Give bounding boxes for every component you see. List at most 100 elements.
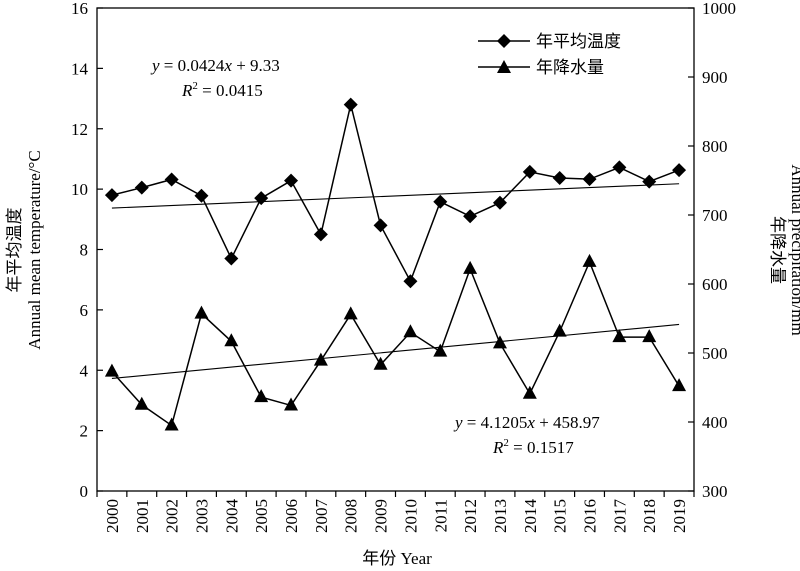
temp-diamond-point [582,172,597,187]
y-left-tick-label: 14 [71,59,89,78]
temp-r2-line: R2 = 0.0415 [181,80,263,100]
y-right-tick-label: 600 [702,275,728,294]
x-tick-label: 2014 [521,499,540,534]
y-axis-right-title-cn: 年降水量 [768,216,787,284]
temp-diamond-point [642,174,657,189]
axes-group: 0 2 4 6 8 10 12 14 16 300 400 500 600 700 800 900 1000 20… [71,0,736,533]
precip-triangle-point [343,306,358,320]
x-tick-label: 2001 [133,499,152,533]
precip-equation-line: y = 4.1205x + 458.97 [453,413,600,432]
temp-diamond-point [463,209,478,224]
y-axis-left-title-en: Annual mean temperature/°C [25,150,44,349]
precip-triangle-point [134,396,149,410]
x-tick-label: 2006 [282,499,301,533]
y-left-tick-label: 12 [71,120,88,139]
precip-triangle-point [463,260,478,274]
y-left-tick-label: 2 [80,422,89,441]
y-right-tick-label: 500 [702,344,728,363]
precip-triangle-point [194,305,209,319]
precip-series-line [111,259,680,427]
x-tick-label: 2005 [252,499,271,533]
temp-diamond-point [522,164,537,179]
precip-triangle-point [492,335,507,349]
temp-diamond-point [552,170,567,185]
series-group [104,97,687,431]
y-left-tick-label: 0 [80,482,89,501]
y-left-tick-label: 10 [71,180,88,199]
x-tick-label: 2010 [401,499,420,533]
precip-triangle-point [582,253,597,267]
x-axis-title: 年份 Year [362,549,432,568]
y-right-tick-label: 1000 [702,0,736,18]
x-tick-label: 2019 [670,499,689,533]
y-right-tick-label: 700 [702,206,728,225]
temp-diamond-point [373,218,388,233]
temp-diamond-point [492,195,507,210]
y-right-tick-label: 300 [702,482,728,501]
temp-trendline [111,183,680,209]
temp-diamond-point [104,188,119,203]
temp-diamond-point [284,173,299,188]
x-tick-label: 2002 [163,499,182,533]
legend-diamond-marker [497,34,511,48]
x-tick-label: 2018 [640,499,659,533]
x-tick-label: 2011 [431,499,450,532]
precip-triangle-point [104,363,119,377]
y-axis-left-title: 年平均温度 Annual mean temperature/°C [5,150,44,349]
precip-triangle-point [642,329,657,343]
y-right-tick-label: 400 [702,413,728,432]
temp-diamond-point [313,227,328,242]
trendlines-group [111,183,680,380]
y-axis-right-title-en: Annual precipitation/mm [788,164,800,335]
temp-equation-line: y = 0.0424x + 9.33 [150,56,280,75]
x-tick-label: 2008 [342,499,361,533]
x-tick-label: 2015 [551,499,570,533]
precip-triangle-point [313,352,328,366]
x-tick-label: 2009 [372,499,391,533]
y-left-tick-label: 4 [80,361,89,380]
y-right-tick-label: 900 [702,68,728,87]
precip-triangle-point [612,329,627,343]
precip-triangle-point [373,356,388,370]
legend-triangle-marker [497,60,511,73]
x-tick-label: 2017 [610,499,629,534]
temp-diamond-point [194,188,209,203]
temp-diamond-point [672,163,687,178]
precip-triangle-point [403,324,418,338]
x-tick-label: 2012 [461,499,480,533]
precip-triangle-point [224,333,239,347]
legend-label-precip: 年降水量 [536,58,604,77]
y-axis-left-title-cn: 年平均温度 [5,208,24,293]
precip-r2-line: R2 = 0.1517 [492,437,574,457]
x-tick-label: 2000 [103,499,122,533]
y-left-tick-label: 6 [80,301,89,320]
x-tick-label: 2003 [192,499,211,533]
x-tick-label: 2016 [581,499,600,533]
y-left-tick-label: 8 [80,241,89,260]
precip-regression-equation: y = 4.1205x + 458.97 R2 = 0.1517 [453,413,600,457]
x-tick-label: 2007 [312,499,331,534]
temp-diamond-point [254,191,269,206]
x-tick-label: 2013 [491,499,510,533]
precip-triangle-point [552,323,567,337]
temp-diamond-point [433,194,448,209]
precip-triangle-point [164,417,179,431]
temp-diamond-point [134,180,149,195]
y-axis-right-title: 年降水量 Annual precipitation/mm [768,164,800,335]
temp-diamond-point [224,251,239,266]
y-left-tick-label: 16 [71,0,88,18]
legend-label-temp: 年平均温度 [536,32,621,51]
precip-triangle-point [433,343,448,357]
y-right-tick-label: 800 [702,137,728,156]
legend: 年平均温度 年降水量 [478,32,621,77]
temp-diamond-point [343,97,358,112]
temp-series-line [111,104,680,284]
precip-triangle-point [522,385,537,399]
x-tick-label: 2004 [222,499,241,534]
precip-triangle-point [672,378,687,392]
precip-triangle-point [284,397,299,411]
temp-diamond-point [612,160,627,175]
precip-triangle-point [254,389,269,403]
precip-trendline [111,323,680,380]
temp-regression-equation: y = 0.0424x + 9.33 R2 = 0.0415 [150,56,280,100]
